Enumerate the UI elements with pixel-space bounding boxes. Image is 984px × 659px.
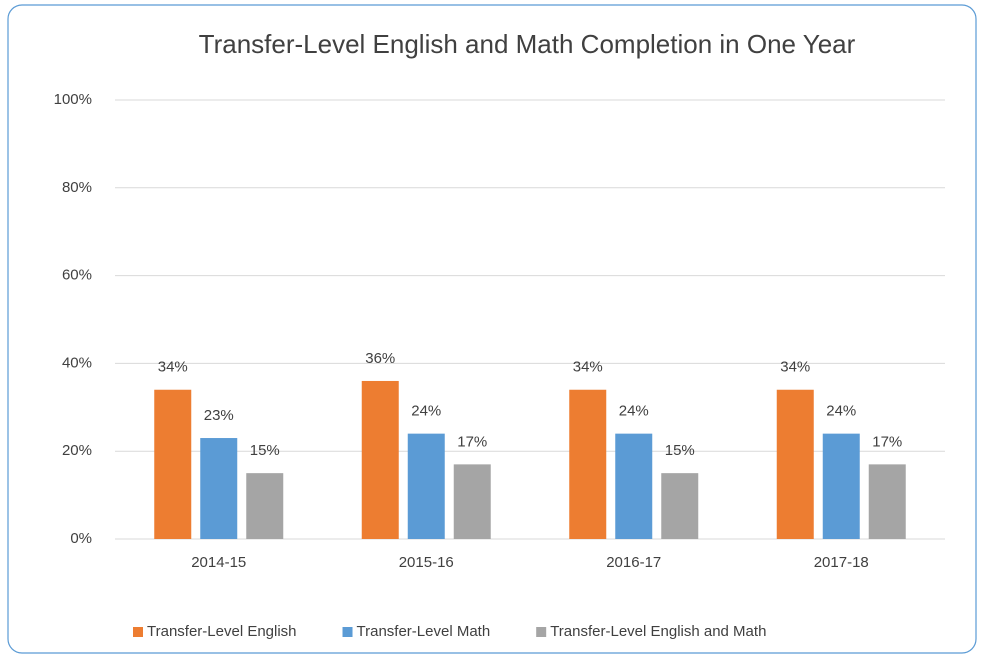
bar [407, 433, 445, 539]
data-label: 34% [158, 359, 188, 376]
bar [453, 464, 491, 539]
bar [822, 433, 860, 539]
legend-label: Transfer-Level English [147, 623, 297, 640]
y-tick-label: 80% [62, 179, 92, 196]
bar [661, 473, 699, 539]
data-label: 17% [872, 433, 902, 450]
y-tick-label: 0% [70, 530, 92, 547]
data-label: 24% [619, 403, 649, 420]
data-label: 15% [250, 442, 280, 459]
legend-label: Transfer-Level Math [357, 623, 491, 640]
y-tick-label: 60% [62, 267, 92, 284]
data-label: 24% [826, 403, 856, 420]
bar [154, 389, 192, 539]
bar [868, 464, 906, 539]
x-tick-label: 2014-15 [191, 554, 246, 571]
y-tick-label: 20% [62, 442, 92, 459]
data-label: 36% [365, 350, 395, 367]
bar [776, 389, 814, 539]
data-label: 15% [665, 442, 695, 459]
x-tick-label: 2015-16 [399, 554, 454, 571]
data-label: 34% [780, 359, 810, 376]
legend-swatch [536, 627, 547, 637]
y-tick-label: 40% [62, 354, 92, 371]
x-tick-label: 2016-17 [606, 554, 661, 571]
data-label: 23% [204, 407, 234, 424]
chart-title: Transfer-Level English and Math Completi… [199, 29, 856, 59]
data-label: 34% [573, 359, 603, 376]
data-label: 17% [457, 433, 487, 450]
bar [200, 438, 238, 539]
bar [361, 380, 399, 539]
bar [615, 433, 653, 539]
legend-swatch [133, 627, 143, 637]
legend-label: Transfer-Level English and Math [550, 623, 766, 640]
legend-swatch [342, 627, 353, 637]
data-label: 24% [411, 403, 441, 420]
x-tick-label: 2017-18 [814, 554, 869, 571]
y-tick-label: 100% [54, 91, 92, 108]
bar [246, 473, 284, 539]
bar [569, 389, 607, 539]
